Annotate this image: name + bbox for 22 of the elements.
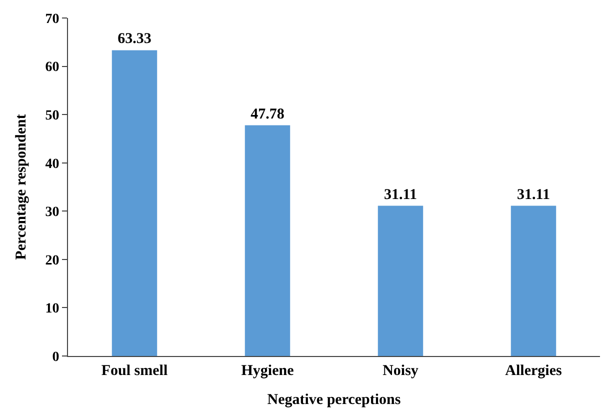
x-tick-label: Allergies [505, 363, 562, 379]
data-label: 47.78 [250, 106, 284, 122]
data-label: 63.33 [118, 31, 152, 48]
y-tick-label: 70 [45, 12, 60, 27]
y-tick-label: 10 [45, 302, 60, 317]
x-tick-label: Foul smell [101, 363, 168, 379]
y-tick-label: 30 [45, 205, 60, 220]
y-tick-label: 50 [45, 108, 60, 124]
x-tick-label: Hygiene [241, 363, 294, 379]
x-tick-label: Noisy [382, 363, 419, 379]
y-tick-label: 40 [45, 156, 60, 172]
data-label: 31.11 [384, 186, 417, 203]
x-axis-title: Negative perceptions [267, 392, 401, 408]
y-axis-title: Percentage respondent [13, 114, 30, 260]
y-tick-label: 60 [45, 60, 60, 76]
y-tick-label: 0 [52, 350, 60, 365]
bar [378, 206, 424, 356]
bar [244, 125, 290, 356]
y-tick-label: 20 [45, 253, 60, 268]
bar [112, 50, 158, 356]
data-label: 31.11 [517, 186, 550, 203]
bar [510, 206, 556, 356]
